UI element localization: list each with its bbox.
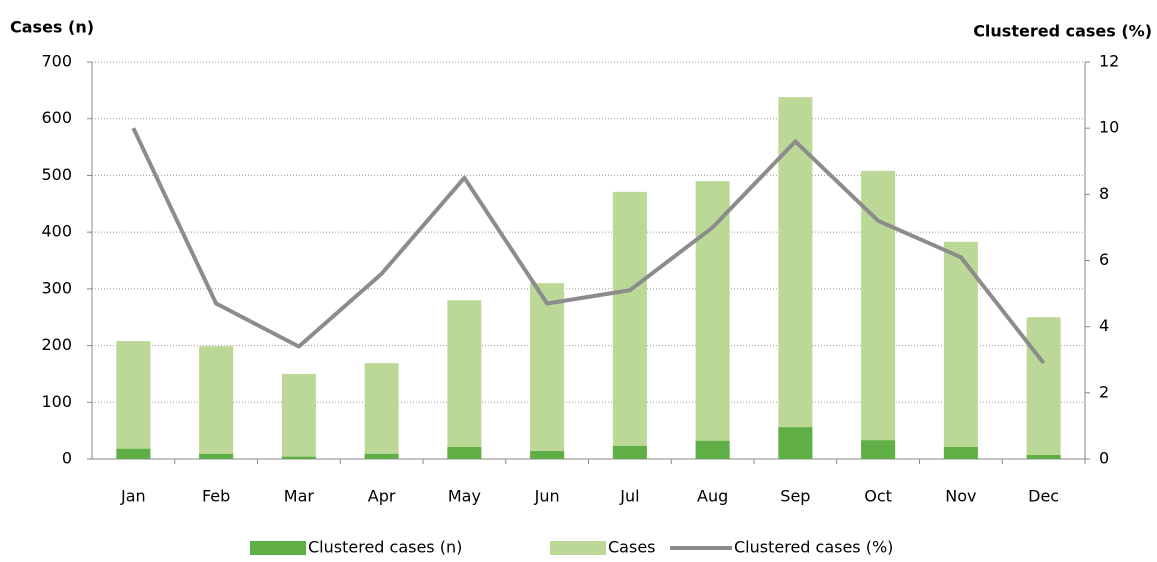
bar: [1026, 317, 1061, 459]
bar: [861, 170, 896, 460]
x-tick-label: Jan: [120, 487, 146, 506]
bar: [364, 453, 399, 459]
y-tick-label: 100: [41, 392, 72, 411]
line: [131, 127, 1046, 365]
bar: [364, 363, 399, 459]
y-tick-label: 200: [41, 335, 72, 354]
bar: [281, 373, 316, 459]
bar: [281, 456, 316, 459]
x-tick-label: May: [448, 487, 481, 506]
y-axis-label: Cases (n): [10, 18, 94, 37]
bar: [778, 97, 813, 460]
y2-tick-label: 6: [1099, 250, 1109, 269]
legend-label: Clustered cases (%): [734, 538, 893, 557]
y-tick-label: 500: [41, 165, 72, 184]
legend-swatch: [550, 541, 606, 555]
legend-swatch: [250, 541, 306, 555]
bar: [612, 191, 647, 459]
x-tick-label: Jun: [534, 487, 560, 506]
bar: [116, 448, 151, 459]
bar: [1026, 455, 1061, 459]
bar: [116, 341, 151, 459]
y-tick-label: 0: [62, 449, 72, 468]
y-tick-label: 400: [41, 222, 72, 241]
bar: [530, 451, 565, 459]
bar: [447, 300, 482, 459]
y2-axis-label: Clustered cases (%): [973, 22, 1152, 41]
bar: [612, 445, 647, 459]
y2-tick-label: 0: [1099, 449, 1109, 468]
y-tick-label: 600: [41, 108, 72, 127]
y2-tick-label: 2: [1099, 382, 1109, 401]
bar: [695, 181, 730, 459]
bar: [447, 447, 482, 459]
bar: [530, 283, 565, 459]
bar: [199, 346, 234, 459]
x-tick-label: Apr: [368, 487, 396, 506]
y-tick-label: 700: [41, 52, 72, 71]
y2-tick-label: 8: [1099, 184, 1109, 203]
x-tick-label: Nov: [945, 487, 976, 506]
x-tick-label: Dec: [1028, 487, 1059, 506]
y2-tick-label: 4: [1099, 316, 1109, 335]
x-tick-label: Mar: [284, 487, 315, 506]
x-tick-label: Feb: [202, 487, 230, 506]
bar: [943, 447, 978, 459]
x-tick-label: Aug: [697, 487, 728, 506]
bar: [943, 241, 978, 459]
legend-label: Clustered cases (n): [308, 538, 462, 557]
bar: [778, 427, 813, 459]
bar: [695, 440, 730, 459]
y2-tick-label: 12: [1099, 52, 1119, 71]
x-tick-label: Oct: [864, 487, 892, 506]
bar: [199, 453, 234, 459]
bar: [861, 440, 896, 459]
x-tick-label: Jul: [619, 487, 639, 506]
legend-label: Cases: [608, 538, 656, 557]
y-tick-label: 300: [41, 278, 72, 297]
y2-tick-label: 10: [1099, 118, 1119, 137]
x-tick-label: Sep: [780, 487, 810, 506]
